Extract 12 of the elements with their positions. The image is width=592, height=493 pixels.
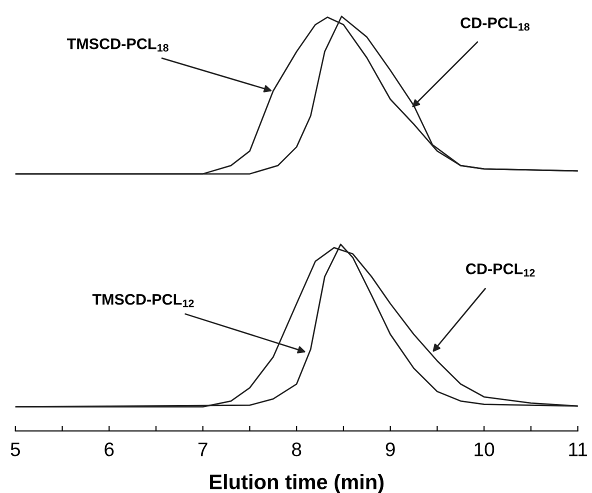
- x-tick-label: 9: [386, 442, 395, 456]
- x-tick-label: 5: [10, 442, 20, 456]
- x-tick-label: 7: [198, 442, 208, 456]
- x-axis-title: Elution time (min): [210, 474, 384, 493]
- annotation: TMSCD-PCL$_{12}$: [92, 294, 194, 308]
- x-tick-label: 6: [104, 442, 114, 456]
- x-tick-label: 11: [569, 442, 587, 456]
- x-tick-label: 10: [474, 442, 494, 456]
- annotation: CD-PCL$_{18}$: [460, 17, 530, 31]
- x-tick-label: 8: [292, 442, 302, 456]
- annotation: TMSCD-PCL$_{18}$: [66, 38, 168, 52]
- annotation: CD-PCL$_{12}$: [466, 263, 535, 277]
